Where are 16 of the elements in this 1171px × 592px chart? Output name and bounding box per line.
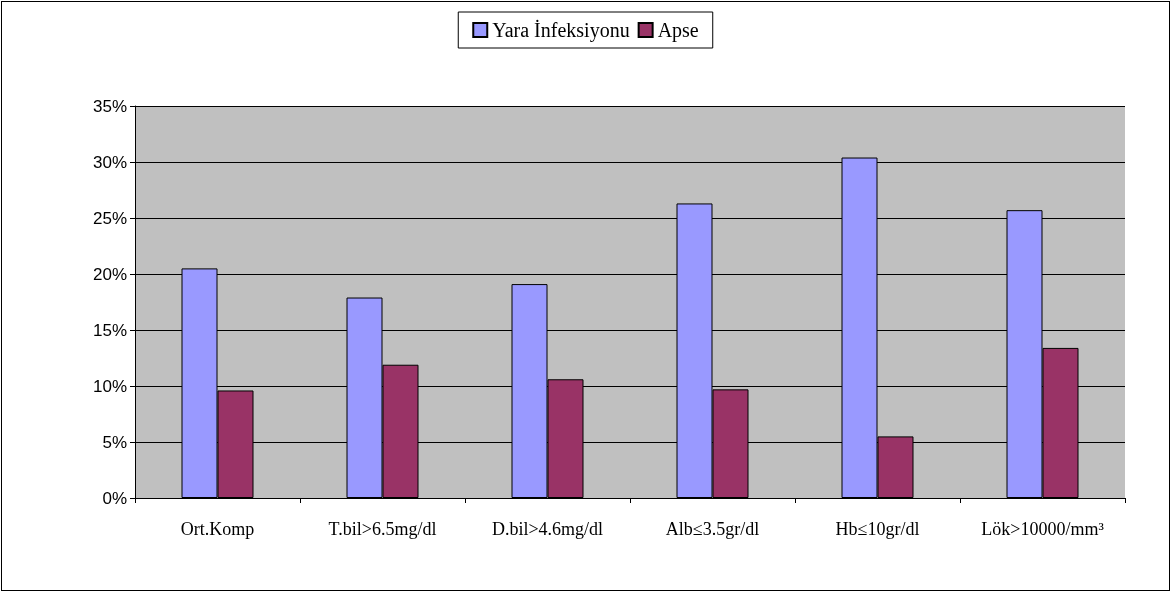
x-tick-label: Alb≤3.5gr/dl bbox=[665, 519, 760, 539]
y-tick-label: 5% bbox=[102, 432, 127, 452]
x-tick-label: D.bil>4.6mg/dl bbox=[491, 519, 604, 539]
y-tick-label: 30% bbox=[92, 152, 127, 172]
y-tick-label: 10% bbox=[92, 376, 127, 396]
x-tick-label: Hb≤10gr/dl bbox=[835, 519, 920, 539]
x-tick-label: Lök>10000/mm³ bbox=[981, 519, 1105, 539]
legend-label: Apse bbox=[657, 19, 699, 42]
y-tick-label: 20% bbox=[92, 264, 127, 284]
x-tick-label: T.bil>6.5mg/dl bbox=[328, 519, 437, 539]
y-tick-label: 35% bbox=[92, 96, 127, 116]
y-tick-label: 0% bbox=[102, 488, 127, 508]
legend-label: Yara İnfeksiyonu bbox=[492, 19, 630, 42]
x-tick-label: Ort.Komp bbox=[180, 519, 255, 539]
y-tick-label: 25% bbox=[92, 208, 127, 228]
y-tick-label: 15% bbox=[92, 320, 127, 340]
